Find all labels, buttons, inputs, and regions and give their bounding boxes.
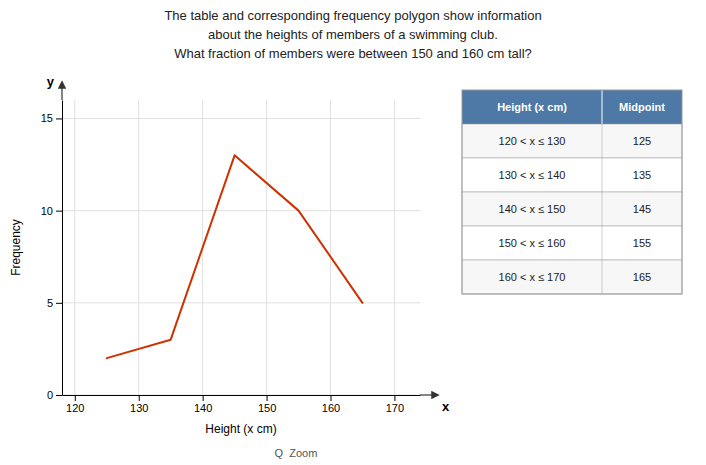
y-tick-label: 0 — [47, 389, 53, 401]
table-cell: 145 — [633, 203, 651, 215]
table-cell: 125 — [633, 135, 651, 147]
frequency-line — [107, 155, 363, 358]
y-tick-mark — [56, 303, 62, 304]
table-divider — [602, 192, 603, 226]
grid-line-x — [74, 100, 75, 395]
x-tick-label: 150 — [258, 402, 276, 414]
table-divider — [602, 158, 603, 192]
x-tick-mark — [75, 395, 76, 401]
y-tick: 10 — [41, 205, 62, 217]
series — [107, 155, 363, 358]
grid-line-y — [62, 395, 420, 396]
x-axis-title: Height (x cm) — [205, 422, 276, 436]
y-tick: 15 — [41, 112, 62, 124]
table-row — [462, 124, 682, 158]
y-tick-label: 5 — [47, 297, 53, 309]
grid-line-y — [62, 302, 420, 303]
x-tick-label: 130 — [130, 402, 148, 414]
y-tick-label: 15 — [41, 112, 53, 124]
x-tick-mark — [394, 395, 395, 401]
grid-line-x — [330, 100, 331, 395]
y-axis-symbol: y — [47, 74, 55, 89]
table-row — [462, 192, 682, 226]
x-tick: 130 — [130, 395, 148, 414]
table-cell: 155 — [633, 237, 651, 249]
table-cell: 135 — [633, 169, 651, 181]
table-divider — [602, 226, 603, 260]
grid — [62, 100, 420, 395]
table-header-bg — [462, 90, 682, 124]
x-axis-line — [63, 395, 421, 396]
table-header: Midpoint — [619, 101, 665, 113]
table-border — [462, 90, 682, 294]
x-axis-arrow — [420, 394, 438, 395]
x-tick: 170 — [386, 395, 404, 414]
y-tick: 0 — [47, 389, 62, 401]
table-divider — [602, 260, 603, 294]
table-cell: 160 < x ≤ 170 — [499, 271, 566, 283]
y-tick: 5 — [47, 297, 62, 309]
table-cell: 150 < x ≤ 160 — [499, 237, 566, 249]
table-row — [462, 260, 682, 294]
table-divider — [602, 124, 603, 158]
grid-line-x — [394, 100, 395, 395]
y-tick-label: 10 — [41, 205, 53, 217]
x-tick-label: 170 — [386, 402, 404, 414]
grid-line-x — [138, 100, 139, 395]
x-tick: 120 — [66, 395, 84, 414]
x-tick: 140 — [194, 395, 212, 414]
table-row — [462, 158, 682, 192]
x-tick-mark — [267, 395, 268, 401]
table-row — [462, 226, 682, 260]
zoom-label: Q Zoom — [275, 447, 318, 459]
x-tick-label: 120 — [66, 402, 84, 414]
title: The table and corresponding frequency po… — [164, 8, 541, 23]
y-axis-title: Frequency — [9, 219, 23, 276]
x-tick-label: 160 — [322, 402, 340, 414]
table-cell: 140 < x ≤ 150 — [499, 203, 566, 215]
x-tick-label: 140 — [194, 402, 212, 414]
table-cell: 130 < x ≤ 140 — [499, 169, 566, 181]
x-tick-mark — [331, 395, 332, 401]
chart: The table and corresponding frequency po… — [0, 0, 706, 465]
table-cell: 120 < x ≤ 130 — [499, 135, 566, 147]
table: Height (x cm) Midpoint 120 < x ≤ 130 125 130… — [462, 90, 682, 294]
x-axis: 120 130 140 150 160 170 — [63, 395, 421, 414]
grid-line-y — [62, 118, 420, 119]
y-tick-mark — [56, 211, 62, 212]
table-header: Height (x cm) — [497, 101, 567, 113]
x-tick-mark — [203, 395, 204, 401]
grid-line-x — [266, 100, 267, 395]
x-tick: 160 — [322, 395, 340, 414]
grid-line-y — [62, 210, 420, 211]
table-cell: 165 — [633, 271, 651, 283]
x-axis-symbol: x — [442, 399, 450, 414]
question: What fraction of members were between 15… — [174, 46, 532, 61]
x-tick: 150 — [258, 395, 276, 414]
x-tick-mark — [139, 395, 140, 401]
y-tick-mark — [56, 395, 62, 396]
subtitle: about the heights of members of a swimmi… — [208, 27, 498, 42]
y-tick-mark — [56, 118, 62, 119]
table-divider — [602, 90, 603, 124]
y-axis: 0 5 10 15 — [41, 101, 63, 402]
y-axis-arrow — [61, 82, 62, 100]
y-axis-line — [62, 101, 63, 396]
